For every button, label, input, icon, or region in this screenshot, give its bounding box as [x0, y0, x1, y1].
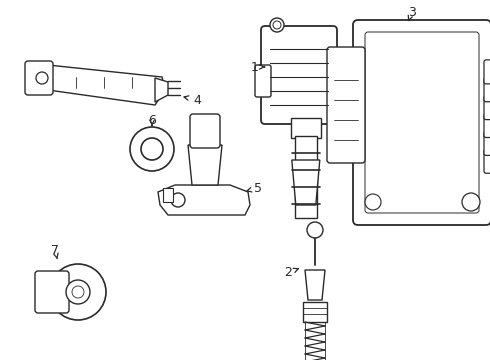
FancyBboxPatch shape [484, 60, 490, 84]
Bar [163, 188, 173, 202]
FancyBboxPatch shape [25, 61, 53, 95]
Polygon shape [292, 160, 320, 205]
Bar [303, 302, 327, 322]
FancyBboxPatch shape [261, 26, 337, 124]
Polygon shape [155, 78, 168, 102]
Bar [291, 118, 321, 138]
Polygon shape [158, 185, 250, 215]
FancyBboxPatch shape [484, 96, 490, 120]
Circle shape [130, 127, 174, 171]
Circle shape [141, 138, 163, 160]
Bar [257, 67, 269, 95]
Circle shape [462, 193, 480, 211]
Bar [295, 136, 317, 218]
Circle shape [365, 194, 381, 210]
Text: 4: 4 [193, 94, 201, 107]
Circle shape [273, 21, 281, 29]
FancyBboxPatch shape [190, 114, 220, 148]
FancyBboxPatch shape [484, 78, 490, 102]
FancyBboxPatch shape [484, 131, 490, 156]
Circle shape [171, 193, 185, 207]
Text: 2: 2 [284, 266, 292, 279]
FancyBboxPatch shape [327, 47, 365, 163]
Circle shape [36, 72, 48, 84]
Text: 3: 3 [408, 5, 416, 18]
Text: 6: 6 [148, 113, 156, 126]
Circle shape [66, 280, 90, 304]
Circle shape [50, 264, 106, 320]
FancyBboxPatch shape [35, 271, 69, 313]
FancyBboxPatch shape [353, 20, 490, 225]
Text: 5: 5 [254, 181, 262, 194]
Circle shape [72, 286, 84, 298]
FancyBboxPatch shape [365, 32, 479, 213]
FancyBboxPatch shape [255, 65, 271, 97]
Circle shape [270, 18, 284, 32]
Polygon shape [305, 270, 325, 300]
FancyBboxPatch shape [484, 149, 490, 173]
Circle shape [307, 222, 323, 238]
Polygon shape [188, 145, 222, 185]
FancyBboxPatch shape [484, 113, 490, 138]
Text: 1: 1 [251, 60, 259, 73]
Text: 7: 7 [51, 243, 59, 256]
Polygon shape [38, 65, 165, 105]
